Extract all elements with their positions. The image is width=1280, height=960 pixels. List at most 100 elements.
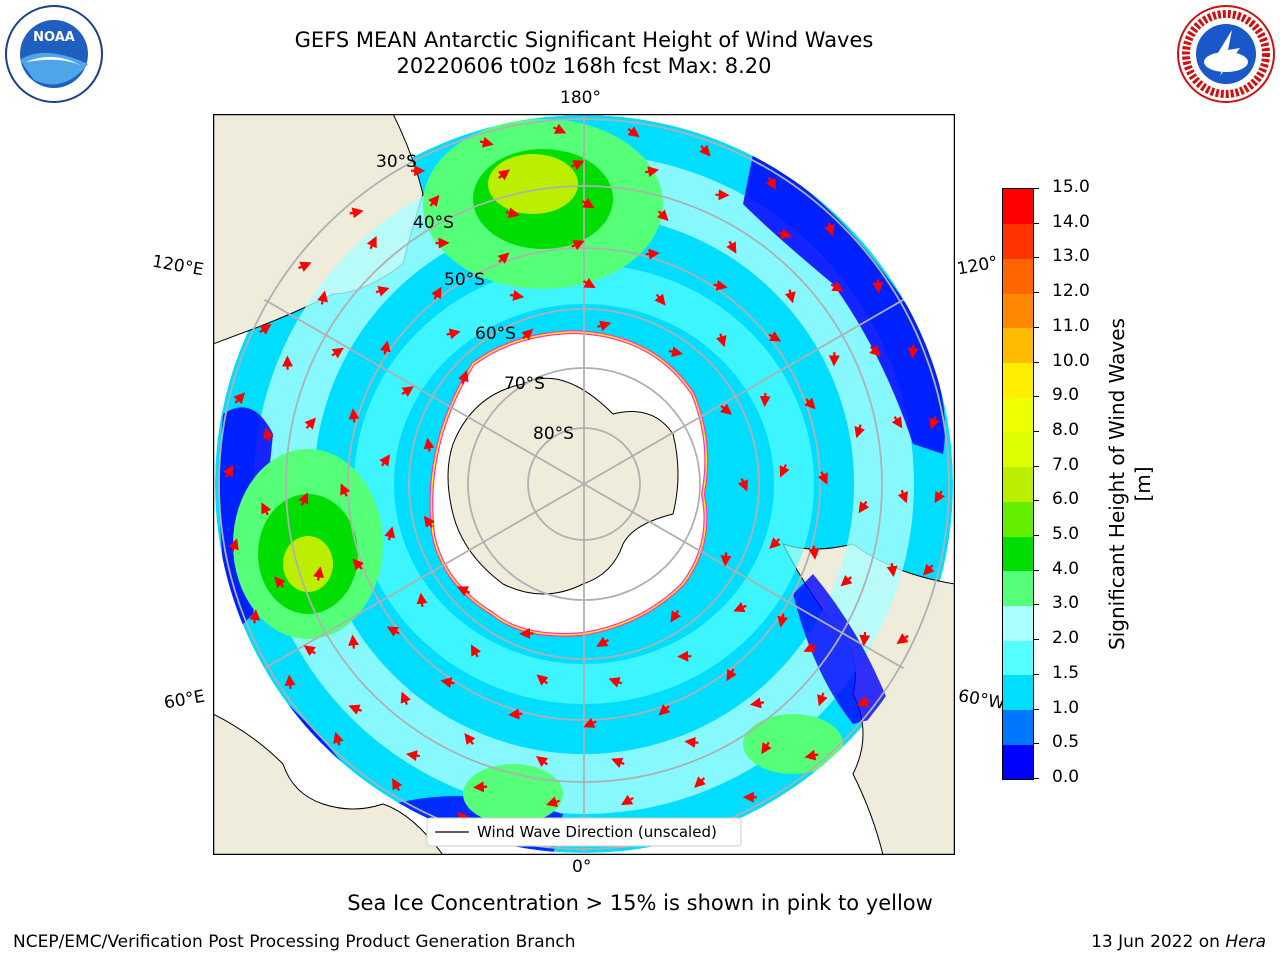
colorbar-tick-label: 1.0 [1052, 697, 1080, 718]
wave-arrow [658, 704, 671, 716]
colorbar-segment [1003, 327, 1033, 364]
colorbar-tick-label: 13.0 [1052, 246, 1090, 267]
wave-arrow [431, 286, 442, 300]
colorbar-tick [1033, 292, 1039, 294]
wave-arrow [840, 574, 853, 587]
wave-arrow [581, 197, 595, 209]
wave-arrow [656, 209, 669, 222]
colorbar-tick-label: 11.0 [1052, 315, 1090, 336]
wave-arrow [298, 492, 309, 506]
wave-arrow [668, 346, 683, 358]
colorbar-segment [1003, 640, 1033, 676]
wave-arrow [872, 279, 884, 294]
lat-label-50s: 50°S [444, 270, 485, 290]
wave-arrow [536, 674, 549, 686]
wave-arrow [808, 545, 820, 560]
colorbar-tick-label: 1.5 [1052, 662, 1080, 683]
wave-arrow [405, 750, 421, 762]
colorbar-tick-label: 4.0 [1052, 558, 1080, 579]
wave-arrow [386, 626, 400, 637]
wave-arrow [379, 454, 391, 467]
wave-arrow [923, 563, 935, 576]
wave-arrow [298, 261, 312, 272]
colorbar-segment [1003, 536, 1033, 572]
wave-arrow [597, 320, 612, 332]
wave-arrow [582, 277, 596, 289]
figure-title: GEFS MEAN Antarctic Significant Height o… [294, 28, 874, 52]
colorbar-segment [1003, 605, 1033, 641]
wave-arrow [472, 781, 488, 793]
wave-arrow [313, 566, 324, 581]
colorbar-segment [1003, 744, 1033, 780]
wave-arrow [897, 489, 908, 504]
wave-arrow [670, 610, 682, 623]
wave-arrow [400, 691, 411, 706]
wave-arrow [777, 613, 789, 628]
wave-arrow [817, 471, 828, 485]
colorbar-segment [1003, 431, 1033, 468]
wave-arrow [804, 397, 816, 410]
wave-arrow [392, 778, 403, 792]
wave-arrow [497, 169, 510, 181]
wave-arrow [333, 731, 344, 746]
colorbar-segment [1003, 570, 1033, 606]
wind-wave-arrows [223, 123, 945, 845]
colorbar-segment [1003, 189, 1033, 225]
wave-arrow [535, 755, 549, 767]
noaa-logo: NOAA [5, 5, 103, 103]
colorbar-tick-label: 9.0 [1052, 385, 1080, 406]
colorbar-tick-label: 15.0 [1052, 177, 1090, 197]
wave-arrow [446, 328, 461, 340]
wave-arrow [340, 483, 351, 497]
wave-arrow [384, 526, 396, 541]
wave-arrow [654, 293, 666, 306]
wave-arrow [274, 576, 286, 589]
colorbar-tick-label: 14.0 [1052, 211, 1090, 232]
wave-arrow [317, 290, 328, 305]
wave-arrow [440, 677, 455, 689]
wave-arrow [464, 732, 476, 746]
wave-arrow [545, 796, 560, 808]
colorbar-tick [1033, 396, 1039, 398]
wave-arrow [720, 552, 732, 567]
colorbar-tick [1033, 743, 1039, 745]
lon-label-120e: 120°E [150, 251, 206, 281]
wave-arrow [907, 344, 919, 359]
wave-arrow [259, 323, 272, 335]
colorbar-tick [1033, 222, 1039, 224]
wave-arrow [611, 757, 625, 768]
wave-arrow [733, 601, 747, 613]
wave-arrow [470, 644, 482, 658]
wave-arrow [479, 136, 494, 148]
wave-arrow [645, 248, 660, 260]
wave-arrow [401, 386, 414, 397]
wave-arrow [934, 490, 945, 504]
wave-arrow [699, 144, 711, 157]
wave-arrow [428, 194, 440, 207]
wave-arrow [779, 464, 790, 478]
wave-arrow [817, 692, 828, 707]
colorbar-tick [1033, 465, 1039, 467]
wave-arrow [303, 645, 316, 657]
colorbar-tick [1033, 188, 1039, 189]
wave-arrow [458, 370, 469, 384]
wave-arrow [694, 776, 706, 788]
colorbar-segment [1003, 397, 1033, 433]
lat-label-60s: 60°S [475, 324, 516, 344]
wave-arrow [886, 562, 898, 578]
colorbar-tick [1033, 430, 1039, 432]
wave-arrow [284, 674, 296, 689]
colorbar-tick [1033, 708, 1039, 710]
wave-arrow [348, 408, 360, 423]
footer-left: NCEP/EMC/Verification Post Processing Pr… [13, 932, 576, 952]
legend-label: Wind Wave Direction (unscaled) [477, 823, 717, 841]
colorbar-tick [1033, 569, 1039, 571]
colorbar-segment [1003, 293, 1033, 329]
colorbar-tick-label: 0.0 [1052, 767, 1080, 787]
lon-label-120w: 120° [955, 252, 1000, 280]
colorbar-tick [1033, 361, 1039, 363]
nws-logo [1177, 5, 1275, 103]
colorbar-tick [1033, 257, 1039, 259]
polar-map: Wind Wave Direction (unscaled) [213, 114, 955, 855]
wave-arrow [684, 736, 699, 748]
